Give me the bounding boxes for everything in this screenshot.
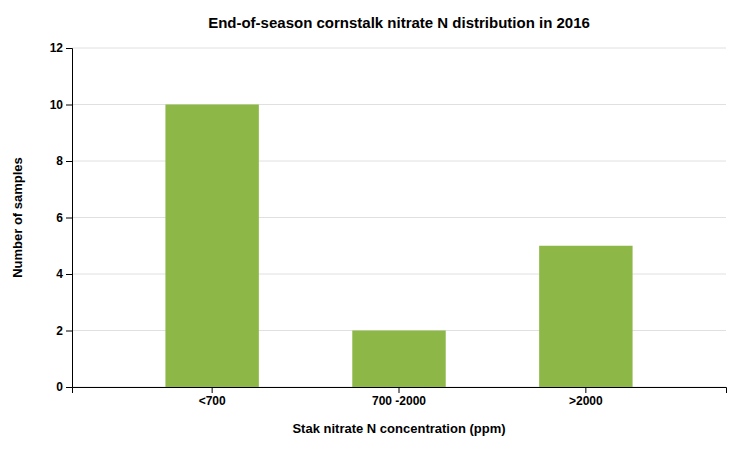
chart-svg: <700 700 -2000 >2000 0 2 4 6 8 10 12 End-of-season… bbox=[0, 0, 750, 451]
y-tick: 6 bbox=[56, 211, 72, 225]
x-tick-label: <700 bbox=[199, 394, 226, 408]
x-tick: <700 bbox=[199, 387, 226, 408]
y-tick-label: 0 bbox=[56, 380, 63, 394]
y-tick-label: 4 bbox=[56, 267, 63, 281]
grid-line bbox=[72, 48, 726, 49]
y-tick-mark bbox=[66, 387, 72, 388]
plot-area: <700 700 -2000 >2000 0 2 4 6 8 10 12 bbox=[50, 41, 727, 407]
y-axis: 0 2 4 6 8 10 12 bbox=[50, 41, 73, 394]
y-tick-mark bbox=[66, 48, 72, 49]
y-tick-label: 10 bbox=[50, 98, 64, 112]
y-tick-label: 2 bbox=[56, 324, 63, 338]
bar bbox=[352, 331, 445, 388]
grid bbox=[72, 48, 726, 387]
y-tick: 12 bbox=[50, 41, 72, 55]
x-tick-mark bbox=[585, 387, 586, 393]
marks bbox=[165, 105, 632, 388]
x-tick-label: 700 -2000 bbox=[372, 394, 426, 408]
x-axis: <700 700 -2000 >2000 bbox=[73, 387, 727, 408]
x-tick-label: >2000 bbox=[569, 394, 603, 408]
y-tick-mark bbox=[66, 161, 72, 162]
chart-title: End-of-season cornstalk nitrate N distri… bbox=[208, 14, 590, 31]
y-tick-mark bbox=[66, 218, 72, 219]
x-axis-line bbox=[73, 388, 727, 394]
y-tick-label: 12 bbox=[50, 41, 64, 55]
y-tick: 10 bbox=[50, 98, 72, 112]
x-tick: 700 -2000 bbox=[372, 387, 426, 408]
x-axis-title: Stak nitrate N concentration (ppm) bbox=[292, 421, 505, 436]
y-tick-mark bbox=[66, 274, 72, 275]
y-axis-line bbox=[66, 49, 73, 388]
bar bbox=[539, 246, 632, 387]
y-tick-mark bbox=[66, 331, 72, 332]
x-tick-mark bbox=[399, 387, 400, 393]
y-tick-mark bbox=[66, 105, 72, 106]
y-tick-label: 6 bbox=[56, 211, 63, 225]
y-tick: 8 bbox=[56, 154, 72, 168]
y-axis-title: Number of samples bbox=[10, 157, 25, 278]
y-tick: 2 bbox=[56, 324, 72, 338]
y-tick-label: 8 bbox=[56, 154, 63, 168]
bar bbox=[165, 105, 258, 388]
y-tick: 4 bbox=[56, 267, 72, 281]
x-tick-mark bbox=[212, 387, 213, 393]
y-tick: 0 bbox=[56, 380, 72, 394]
x-tick: >2000 bbox=[569, 387, 603, 408]
